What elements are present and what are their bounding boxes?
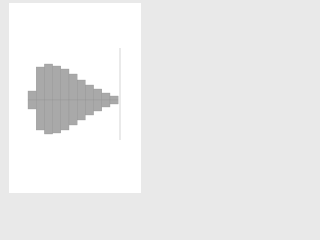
bar	[101, 92, 111, 101]
bar	[68, 73, 78, 101]
bar	[27, 99, 37, 110]
bar	[36, 99, 45, 131]
bar	[77, 99, 86, 121]
bar	[44, 99, 53, 135]
bar	[77, 79, 86, 101]
bar	[85, 84, 94, 101]
bar	[109, 99, 119, 105]
bar	[27, 90, 37, 101]
bar	[44, 63, 53, 101]
bar	[93, 99, 102, 112]
bar	[93, 88, 102, 101]
bar	[36, 66, 45, 101]
bar	[60, 68, 70, 101]
page-scan	[9, 3, 141, 193]
bar	[109, 95, 119, 101]
bar	[68, 99, 78, 126]
bar	[52, 99, 61, 134]
bar	[85, 99, 94, 116]
bar	[52, 65, 61, 101]
bar	[60, 99, 70, 131]
bar	[101, 99, 111, 108]
